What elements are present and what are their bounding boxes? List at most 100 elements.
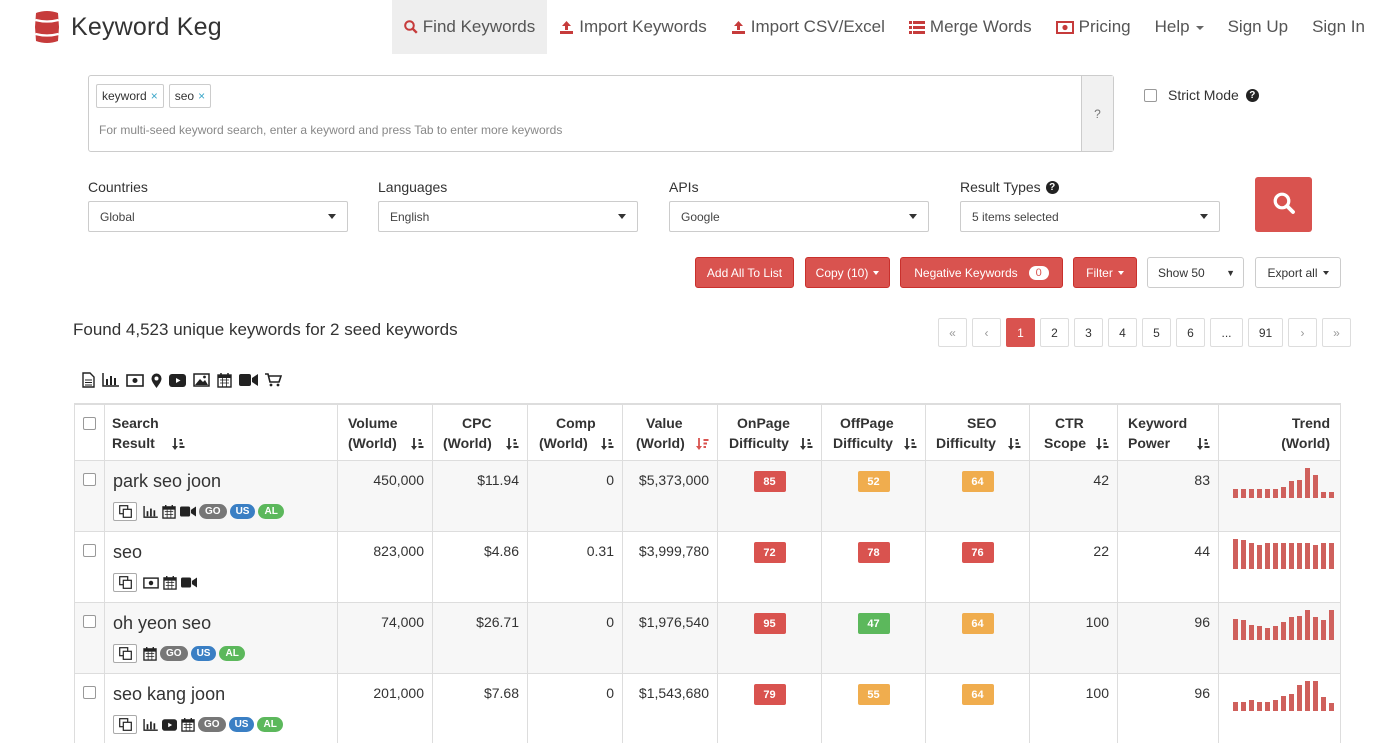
column-header[interactable]: Trend (World) <box>1218 405 1341 460</box>
strict-mode-checkbox[interactable] <box>1144 88 1157 102</box>
source-pill[interactable]: US <box>228 717 255 732</box>
column-header[interactable]: OnPage Difficulty <box>717 405 821 460</box>
show-count-select[interactable]: Show 50 ▼ <box>1147 257 1244 288</box>
youtube-icon[interactable] <box>169 373 186 387</box>
page-link[interactable]: ‹ <box>972 318 1001 347</box>
keyword-link[interactable]: seo <box>113 542 143 562</box>
sort-icon[interactable] <box>411 438 424 451</box>
column-header[interactable]: CTR Scope <box>1029 405 1117 460</box>
result-types-select[interactable]: 5 items selected <box>960 201 1220 232</box>
source-pill[interactable]: AL <box>219 646 245 661</box>
calendar-icon[interactable] <box>217 372 232 388</box>
column-header[interactable]: OffPage Difficulty <box>821 405 925 460</box>
sort-icon[interactable] <box>800 438 813 451</box>
source-pill[interactable]: US <box>190 646 217 661</box>
copy-icon[interactable] <box>113 715 137 734</box>
select-all-checkbox[interactable] <box>83 417 96 430</box>
search-button[interactable] <box>1255 177 1312 232</box>
page-link[interactable]: « <box>938 318 967 347</box>
column-header[interactable]: Volume (World) <box>337 405 432 460</box>
seed-keyword-input[interactable]: keyword × seo × For multi-seed keyword s… <box>88 75 1114 152</box>
sort-icon[interactable] <box>1008 438 1021 451</box>
filter-button[interactable]: Filter <box>1073 257 1137 288</box>
nav-sign-up[interactable]: Sign Up <box>1216 0 1300 54</box>
sort-icon[interactable] <box>601 438 614 451</box>
question-circle-icon[interactable]: ? <box>1245 88 1259 102</box>
sort-icon[interactable] <box>904 438 917 451</box>
row-checkbox[interactable] <box>83 473 96 486</box>
column-header[interactable]: Comp (World) <box>527 405 622 460</box>
remove-tag-icon[interactable]: × <box>198 89 206 103</box>
column-header[interactable]: Search Result <box>104 405 337 460</box>
source-pill[interactable]: GO <box>199 504 227 519</box>
keyword-link[interactable]: seo kang joon <box>113 684 226 704</box>
video-icon[interactable] <box>239 374 258 386</box>
bar-chart-icon[interactable] <box>102 373 119 387</box>
calendar-icon[interactable] <box>181 717 195 732</box>
apis-select[interactable]: Google <box>669 201 929 232</box>
copy-icon[interactable] <box>113 644 137 663</box>
page-link[interactable]: ... <box>1210 318 1243 347</box>
countries-select[interactable]: Global <box>88 201 348 232</box>
languages-select[interactable]: English <box>378 201 638 232</box>
page-link[interactable]: 4 <box>1108 318 1137 347</box>
sort-desc-icon[interactable] <box>696 438 709 451</box>
cart-icon[interactable] <box>265 373 282 387</box>
seed-help-button[interactable]: ? <box>1081 76 1113 151</box>
nav-find-keywords[interactable]: Find Keywords <box>391 0 548 54</box>
source-pill[interactable]: GO <box>160 646 188 661</box>
sort-icon[interactable] <box>1096 438 1109 451</box>
keyword-link[interactable]: park seo joon <box>113 471 222 491</box>
page-link[interactable]: 91 <box>1248 318 1283 347</box>
video-icon[interactable] <box>181 577 197 588</box>
negative-keywords-button[interactable]: Negative Keywords 0 <box>900 257 1063 288</box>
page-link[interactable]: 5 <box>1142 318 1171 347</box>
calendar-icon[interactable] <box>163 575 177 590</box>
keyword-link[interactable]: oh yeon seo <box>113 613 212 633</box>
page-link[interactable]: » <box>1322 318 1351 347</box>
column-header[interactable]: Value (World) <box>622 405 717 460</box>
add-all-to-list-button[interactable]: Add All To List <box>695 257 794 288</box>
page-link[interactable]: 2 <box>1040 318 1069 347</box>
source-pill[interactable]: GO <box>198 717 226 732</box>
nav-merge-words[interactable]: Merge Words <box>897 0 1044 54</box>
image-icon[interactable] <box>193 373 210 387</box>
row-checkbox[interactable] <box>83 544 96 557</box>
copy-button[interactable]: Copy (10) <box>805 257 890 288</box>
column-header[interactable]: CPC (World) <box>432 405 527 460</box>
nav-import-csv[interactable]: Import CSV/Excel <box>719 0 897 54</box>
row-checkbox[interactable] <box>83 686 96 699</box>
money-icon[interactable] <box>143 576 159 589</box>
copy-icon[interactable] <box>113 502 137 521</box>
column-header[interactable]: Keyword Power <box>1117 405 1218 460</box>
video-icon[interactable] <box>180 506 196 517</box>
brand[interactable]: Keyword Keg <box>33 10 222 44</box>
page-link[interactable]: 6 <box>1176 318 1205 347</box>
sort-icon[interactable] <box>172 438 185 451</box>
sort-icon[interactable] <box>506 438 519 451</box>
bar-chart-icon[interactable] <box>143 505 158 518</box>
source-pill[interactable]: AL <box>257 717 283 732</box>
youtube-icon[interactable] <box>162 718 177 731</box>
export-all-button[interactable]: Export all <box>1255 257 1341 288</box>
remove-tag-icon[interactable]: × <box>150 89 158 103</box>
row-checkbox[interactable] <box>83 615 96 628</box>
source-pill[interactable]: US <box>229 504 256 519</box>
sort-icon[interactable] <box>1197 438 1210 451</box>
question-circle-icon[interactable]: ? <box>1045 180 1059 194</box>
nav-import-keywords[interactable]: Import Keywords <box>547 0 719 54</box>
source-pill[interactable]: AL <box>258 504 284 519</box>
nav-sign-in[interactable]: Sign In <box>1300 0 1377 54</box>
page-link[interactable]: 1 <box>1006 318 1035 347</box>
page-link[interactable]: › <box>1288 318 1317 347</box>
bar-chart-icon[interactable] <box>143 718 158 731</box>
column-header[interactable]: SEO Difficulty <box>925 405 1029 460</box>
map-marker-icon[interactable] <box>151 373 162 388</box>
copy-icon[interactable] <box>113 573 137 592</box>
calendar-icon[interactable] <box>162 504 176 519</box>
calendar-icon[interactable] <box>143 646 157 661</box>
nav-pricing[interactable]: Pricing <box>1044 0 1143 54</box>
page-link[interactable]: 3 <box>1074 318 1103 347</box>
money-icon[interactable] <box>126 373 144 387</box>
document-icon[interactable] <box>82 372 95 388</box>
